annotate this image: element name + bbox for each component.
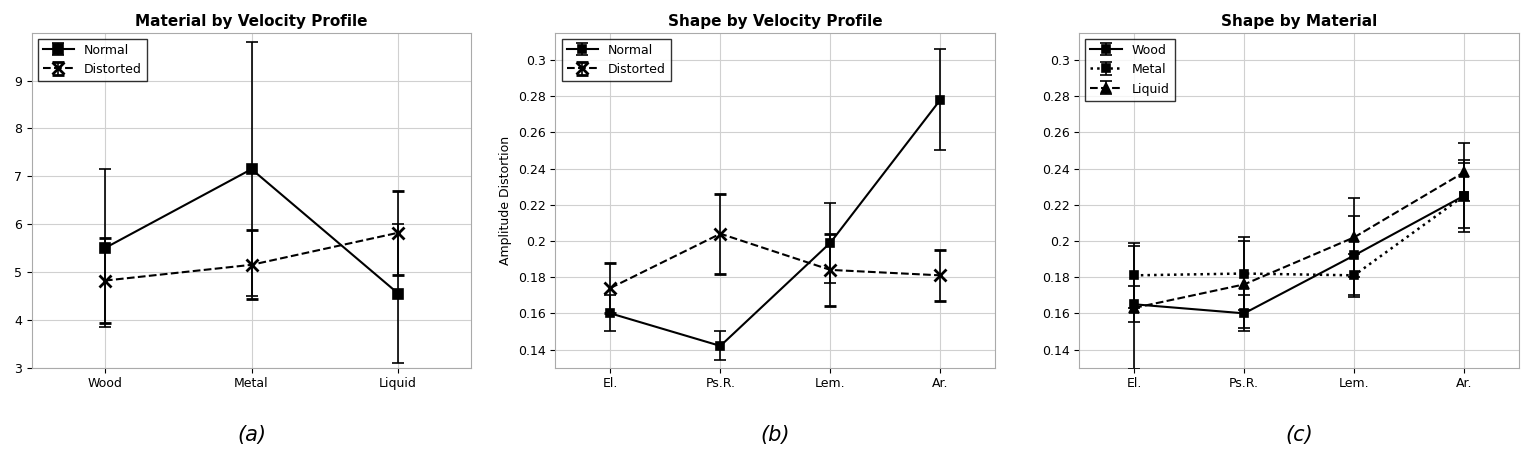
Text: (a): (a) [238, 425, 267, 444]
Text: (b): (b) [760, 425, 789, 444]
Y-axis label: Amplitude Distortion: Amplitude Distortion [500, 136, 512, 265]
Legend: Wood, Metal, Liquid: Wood, Metal, Liquid [1085, 39, 1174, 101]
Title: Material by Velocity Profile: Material by Velocity Profile [135, 14, 368, 29]
Text: (c): (c) [1285, 425, 1314, 444]
Legend: Normal, Distorted: Normal, Distorted [561, 39, 671, 81]
Legend: Normal, Distorted: Normal, Distorted [38, 39, 147, 81]
Title: Shape by Velocity Profile: Shape by Velocity Profile [668, 14, 883, 29]
Title: Shape by Material: Shape by Material [1222, 14, 1377, 29]
